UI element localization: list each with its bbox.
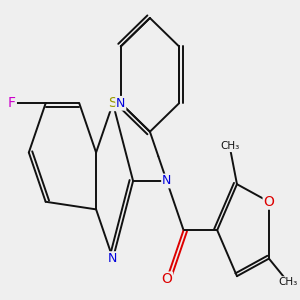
Text: O: O bbox=[263, 195, 274, 209]
Text: O: O bbox=[161, 272, 172, 286]
Text: N: N bbox=[108, 252, 118, 265]
Text: N: N bbox=[162, 174, 171, 188]
Text: CH₃: CH₃ bbox=[278, 277, 298, 287]
Text: N: N bbox=[116, 97, 125, 110]
Text: CH₃: CH₃ bbox=[220, 141, 239, 151]
Text: F: F bbox=[8, 96, 16, 110]
Text: S: S bbox=[109, 96, 117, 110]
